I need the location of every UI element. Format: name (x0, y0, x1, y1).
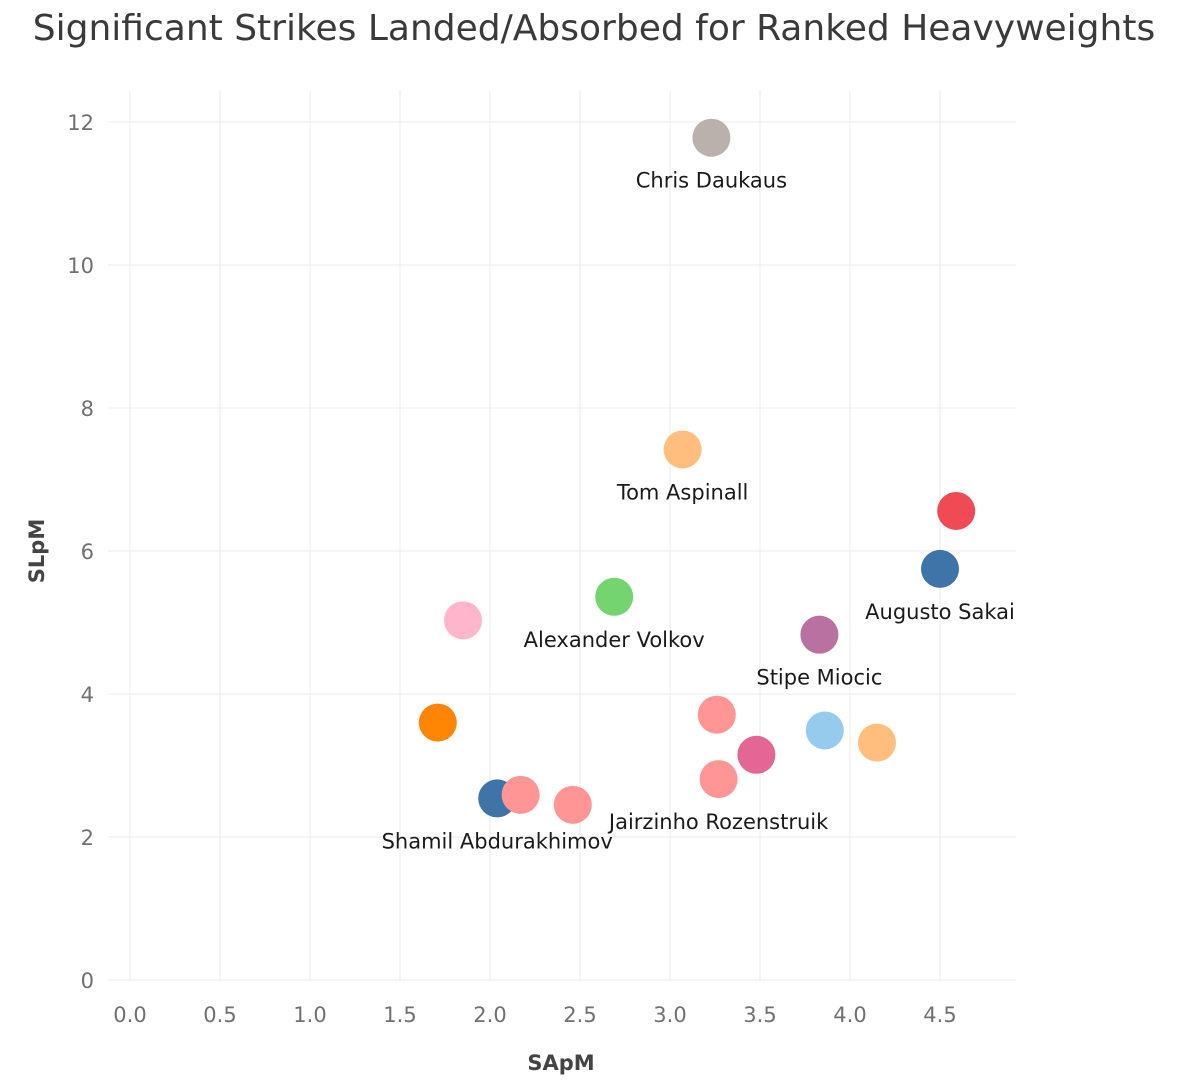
x-tick-label: 2.0 (473, 1003, 506, 1027)
x-tick-label: 1.0 (293, 1003, 326, 1027)
scatter-point (921, 549, 959, 588)
scatter-point (418, 703, 457, 742)
chart-title: Significant Strikes Landed/Absorbed for … (32, 8, 1156, 49)
x-tick-label: 1.5 (383, 1003, 416, 1027)
y-tick-label: 12 (67, 111, 94, 135)
point-label: Tom Aspinall (616, 480, 749, 504)
x-axis-label: SApM (527, 1051, 594, 1075)
point-label: Jairzinho Rozenstruik (607, 810, 829, 834)
y-tick-label: 2 (81, 826, 94, 850)
y-tick-label: 6 (81, 540, 94, 564)
y-tick-label: 4 (81, 683, 94, 707)
x-tick-label: 3.5 (743, 1003, 776, 1027)
scatter-point (444, 601, 482, 640)
point-label: Chris Daukaus (636, 169, 787, 193)
point-label: Alexander Volkov (524, 628, 705, 652)
scatter-point (858, 723, 896, 762)
y-tick-label: 0 (81, 969, 94, 993)
y-tick-label: 10 (67, 254, 94, 278)
x-tick-label: 0.0 (113, 1003, 146, 1027)
scatter-point (501, 775, 540, 814)
scatter-point (663, 430, 702, 469)
point-label: Augusto Sakai (865, 600, 1015, 624)
grid-layer (108, 90, 1016, 982)
scatter-point (805, 711, 844, 750)
scatter-point (595, 577, 634, 616)
x-tick-label: 3.0 (653, 1003, 686, 1027)
y-tick-label: 8 (81, 397, 94, 421)
x-tick-label: 4.0 (833, 1003, 866, 1027)
x-tick-label: 2.5 (563, 1003, 596, 1027)
scatter-point (737, 735, 776, 774)
scatter-point (697, 695, 736, 734)
point-layer (418, 118, 976, 824)
scatter-point (692, 118, 731, 157)
point-label: Shamil Abdurakhimov (382, 829, 613, 853)
axis-layer: 0.0 0.5 1.0 1.5 2.0 2.5 3.0 3.5 4.0 4.5 0 2 4 6 8 10 12 (67, 111, 956, 1027)
x-tick-label: 0.5 (203, 1003, 236, 1027)
y-axis-label: SLpM (25, 519, 49, 583)
scatter-point (553, 785, 592, 824)
point-label: Stipe Miocic (756, 666, 882, 690)
label-layer: Chris Daukaus Tom Aspinall Augusto Sakai Al… (382, 169, 1015, 854)
scatter-point (937, 491, 976, 530)
scatter-point (800, 615, 839, 654)
x-tick-label: 4.5 (923, 1003, 956, 1027)
scatter-point (699, 760, 738, 799)
